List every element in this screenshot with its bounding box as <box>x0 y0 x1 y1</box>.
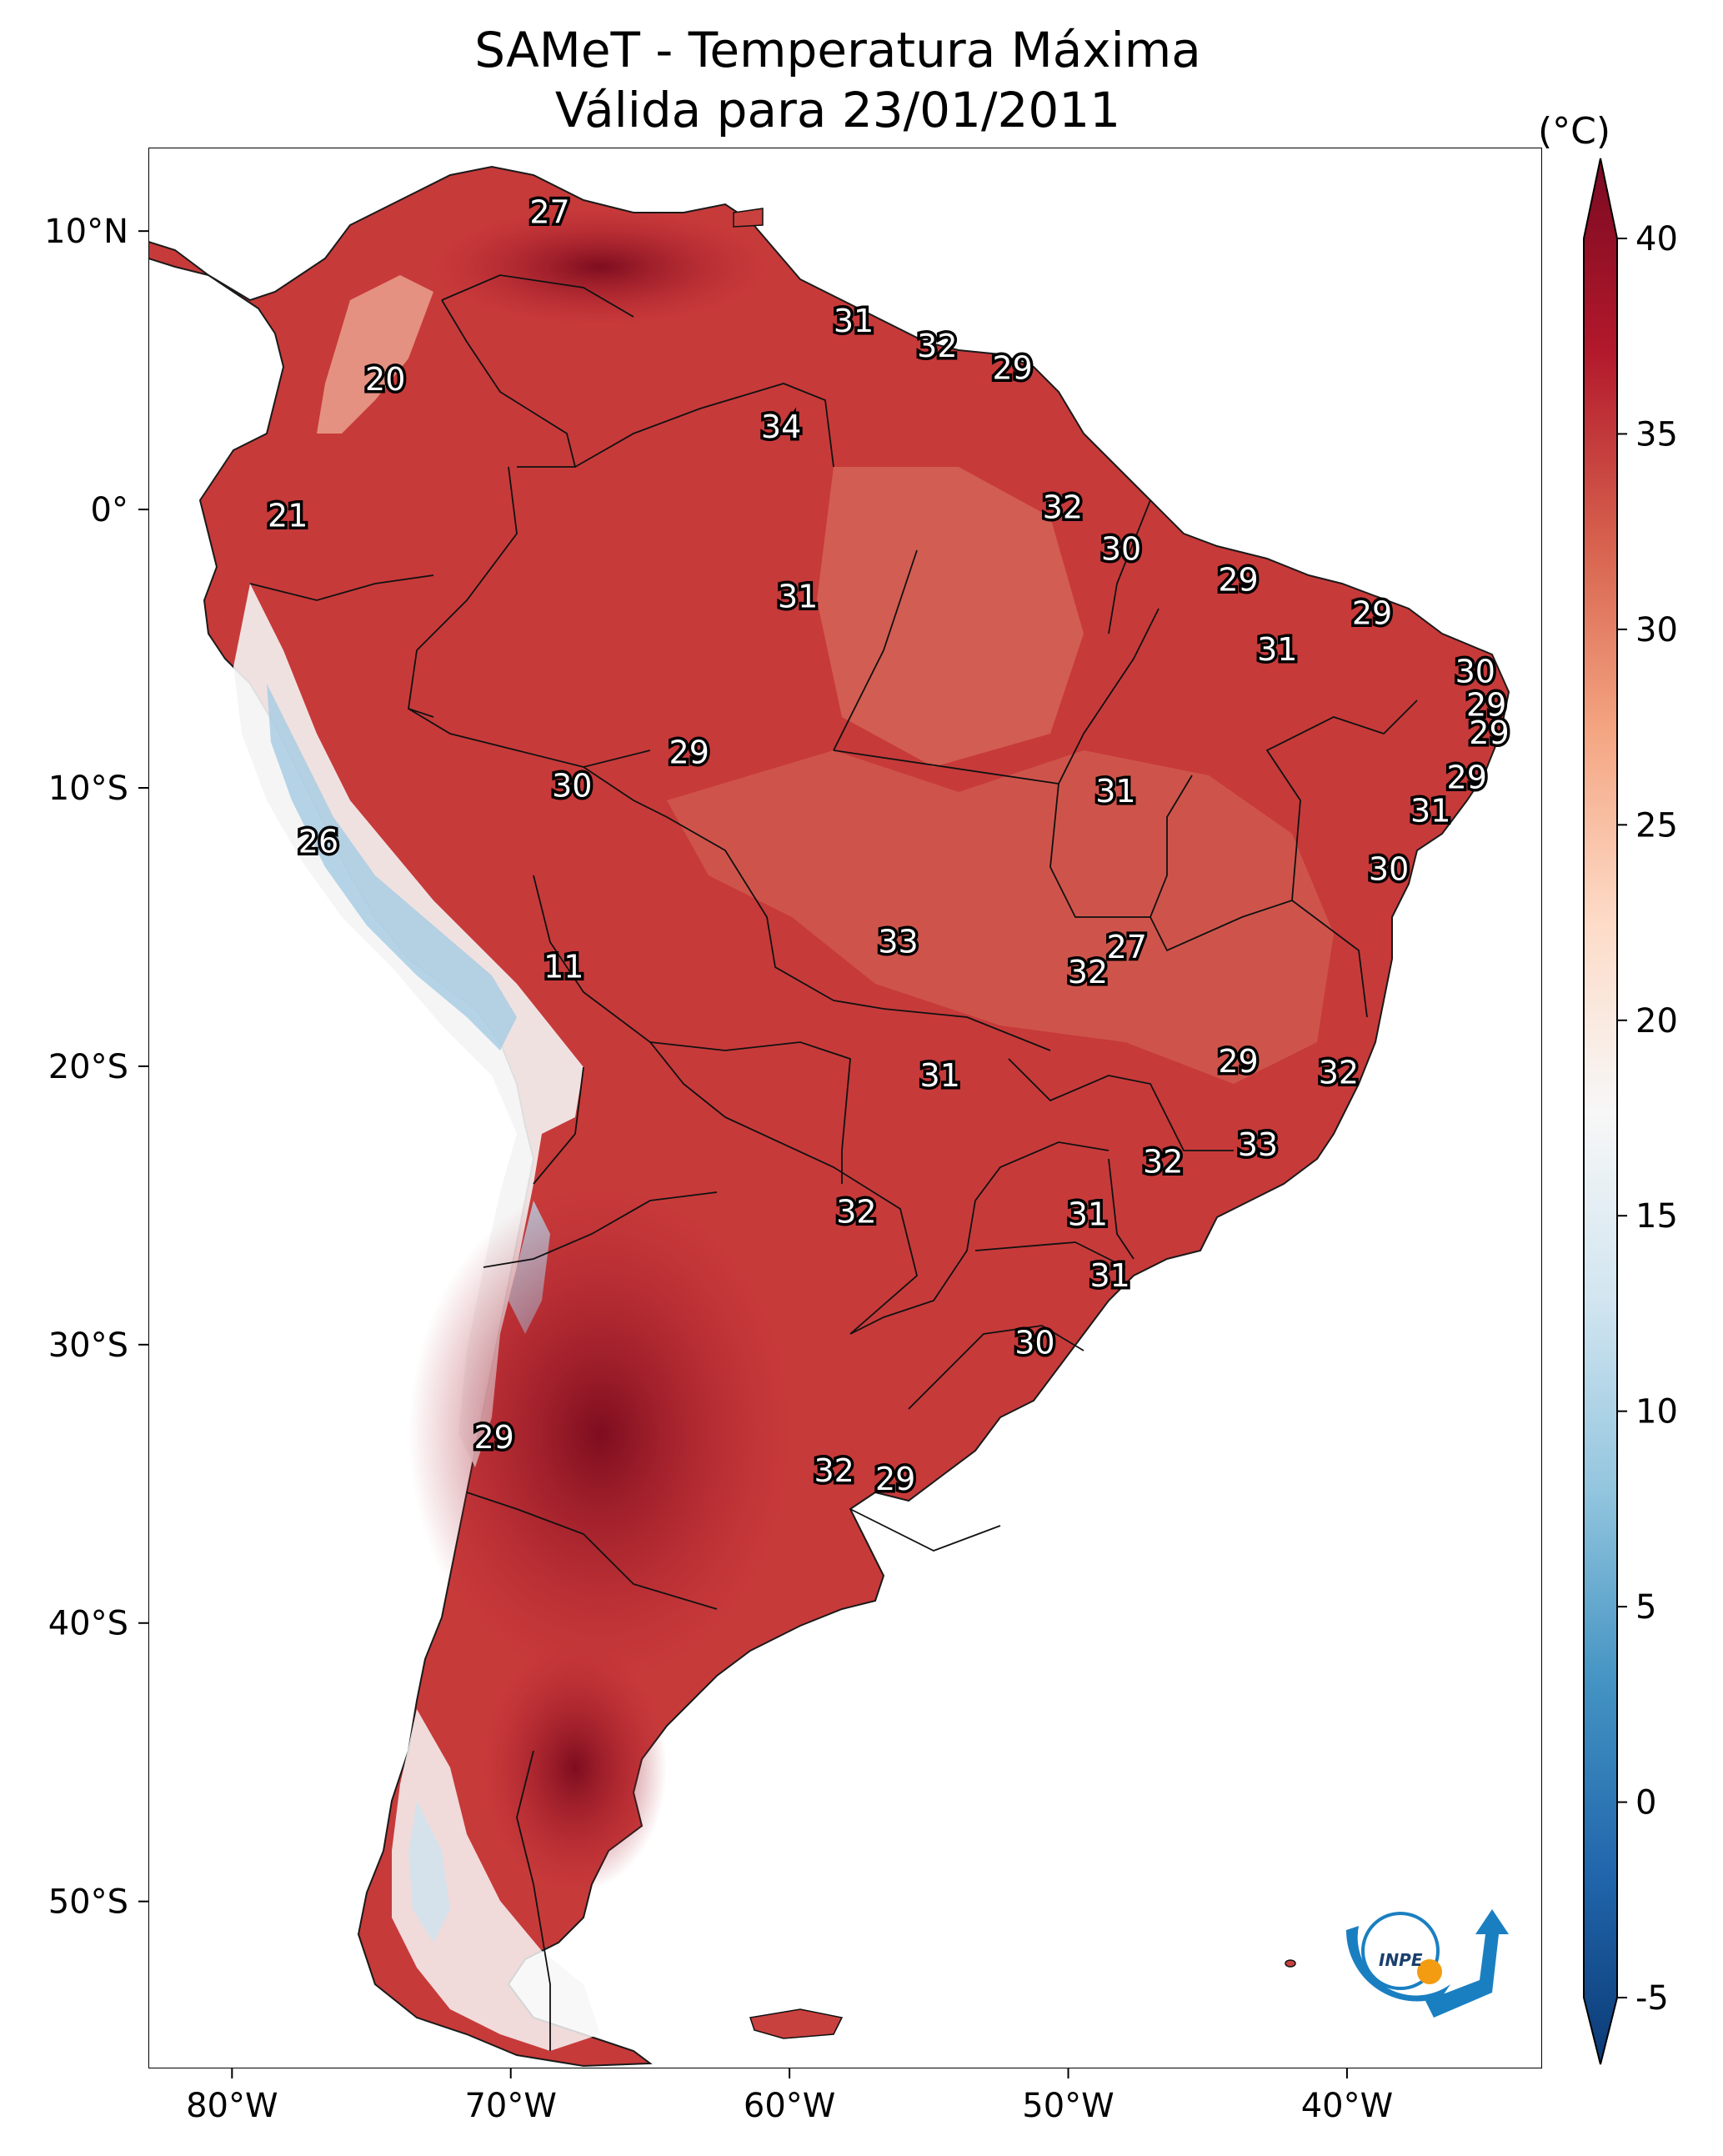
x-tick-label: 80°W <box>186 2087 278 2125</box>
pampa-hot <box>408 1184 792 1684</box>
inpe-logo: INPE <box>1345 1909 1509 2018</box>
x-tick-label: 50°W <box>1022 2087 1114 2125</box>
patagonia-cool <box>392 1709 600 2051</box>
temperature-label: 11 <box>543 949 584 985</box>
temperature-label: 32 <box>1068 954 1108 990</box>
colorbar-tick-label: 15 <box>1635 1197 1678 1236</box>
temperature-label: 29 <box>1218 1043 1258 1080</box>
colorbar-tick-label: 5 <box>1635 1588 1656 1627</box>
temperature-label: 30 <box>552 768 592 805</box>
temperature-label: 29 <box>1218 561 1258 598</box>
temperature-label: 31 <box>1068 1196 1108 1233</box>
temperature-label: 31 <box>778 578 818 614</box>
y-axis: 10°N 0° 10°S 20°S 30°S 40°S 50°S <box>44 213 148 1922</box>
x-axis: 80°W 70°W 60°W 50°W 40°W <box>186 2068 1393 2125</box>
colombia-cool <box>317 275 433 434</box>
temperature-label: 32 <box>1043 489 1083 526</box>
title-line1: SAMeT - Temperatura Máxima <box>474 22 1201 78</box>
y-tick-label: 10°N <box>44 213 128 251</box>
temperature-label: 31 <box>1095 773 1135 810</box>
temperature-label: 33 <box>878 923 918 960</box>
colorbar-body <box>1583 158 1618 2065</box>
venezuela-hot <box>433 208 767 325</box>
temperature-label: 31 <box>1257 631 1297 668</box>
colorbar-tick-label: 10 <box>1635 1393 1678 1431</box>
temperature-label: 32 <box>836 1193 876 1230</box>
amazon-light <box>817 467 1084 767</box>
temperature-label: 31 <box>1410 793 1450 830</box>
temperature-label: 30 <box>1101 531 1141 568</box>
temperature-label: 26 <box>298 823 338 860</box>
colorbar-tick-label: 20 <box>1635 1002 1678 1040</box>
temperature-label: 32 <box>917 328 957 364</box>
colorbar-tick-label: 35 <box>1635 415 1678 454</box>
temperature-label: 29 <box>1447 759 1487 795</box>
y-tick-label: 50°S <box>48 1883 128 1922</box>
logo-text: INPE <box>1379 1950 1423 1970</box>
x-tick-label: 40°W <box>1301 2087 1393 2125</box>
x-tick-label: 70°W <box>464 2087 556 2125</box>
colorbar-tick-label: -5 <box>1635 1979 1669 2018</box>
andes-blue <box>267 684 517 1050</box>
patagonia-blue <box>408 1801 450 1943</box>
colorbar-tick-label: 40 <box>1635 220 1678 258</box>
colorbar-tick-label: 0 <box>1635 1784 1656 1823</box>
temperature-label: 32 <box>814 1452 854 1489</box>
temperature-label: 34 <box>761 409 801 445</box>
temperature-label: 30 <box>1014 1324 1054 1361</box>
y-tick-label: 20°S <box>48 1048 128 1086</box>
temperature-label: 30 <box>1369 851 1409 888</box>
temperature-label: 31 <box>834 303 874 339</box>
title-line2: Válida para 23/01/2011 <box>555 82 1120 138</box>
temperature-label: 32 <box>1143 1143 1183 1180</box>
patagonia-hot <box>483 1642 667 1893</box>
y-tick-label: 10°S <box>48 770 128 808</box>
temperature-label: 29 <box>1352 594 1392 631</box>
temperature-label: 30 <box>1455 654 1495 690</box>
temperature-label: 29 <box>1469 714 1509 751</box>
colorbar-ticks: -5 0 5 10 15 20 25 30 35 40 <box>1617 220 1678 2018</box>
colorbar-tick-label: 25 <box>1635 806 1678 845</box>
colorbar: (°C) -5 0 5 10 15 20 25 30 35 40 <box>1538 110 1678 2065</box>
logo-arrow-icon <box>1425 1909 1509 2018</box>
temperature-label: 31 <box>1090 1257 1130 1294</box>
temperature-label: 21 <box>268 498 308 534</box>
x-tick-label: 60°W <box>744 2087 835 2125</box>
logo-orbit-icon <box>1361 1912 1440 1990</box>
temperature-label: 31 <box>920 1057 960 1094</box>
country-borders <box>249 274 1418 2051</box>
logo-dot-icon <box>1417 1959 1442 1984</box>
y-tick-label: 0° <box>91 491 128 529</box>
colorbar-unit: (°C) <box>1538 110 1610 153</box>
temperature-label: 33 <box>1238 1126 1278 1163</box>
y-tick-label: 30°S <box>48 1326 128 1365</box>
temperature-label: 29 <box>1466 687 1506 724</box>
logo-arc-icon <box>1345 1926 1450 2002</box>
temperature-label: 32 <box>1319 1054 1359 1091</box>
colorbar-tick-label: 30 <box>1635 611 1678 649</box>
y-tick-label: 40°S <box>48 1605 128 1643</box>
temperature-label: 29 <box>875 1461 915 1497</box>
temperature-label: 29 <box>669 734 709 770</box>
temperature-label: 29 <box>992 350 1032 387</box>
temperature-label: 27 <box>1107 929 1147 965</box>
temperature-label: 20 <box>365 361 405 398</box>
temperature-label: 29 <box>473 1419 513 1456</box>
islands <box>733 208 1296 2039</box>
temperature-label: 27 <box>529 194 569 231</box>
